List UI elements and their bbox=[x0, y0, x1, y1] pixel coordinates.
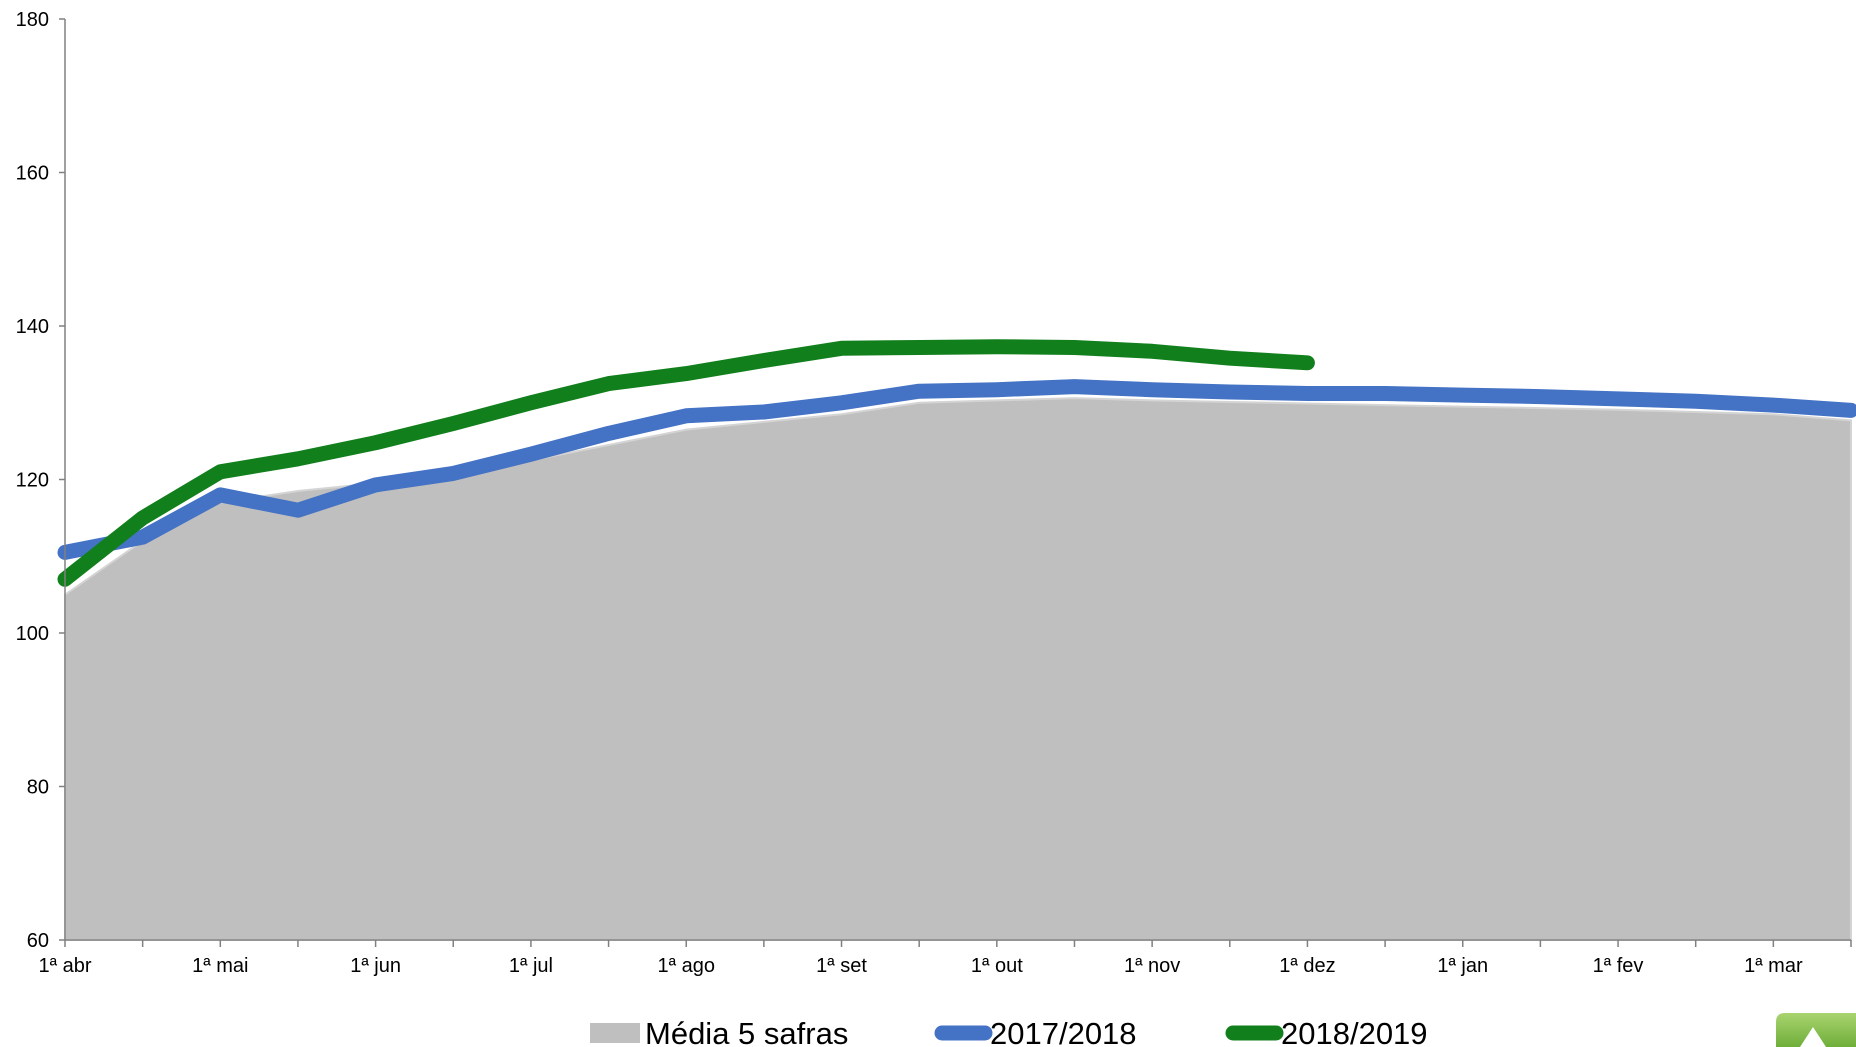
x-tick-label: 1ª nov bbox=[1124, 955, 1180, 977]
x-tick-label: 1ª fev bbox=[1593, 955, 1644, 977]
legend-item-2017-2018: 2017/2018 bbox=[934, 1016, 1137, 1047]
y-tick-label: 120 bbox=[16, 470, 49, 492]
legend-item-media-5-safras: Média 5 safras bbox=[590, 1016, 848, 1047]
data-point bbox=[452, 422, 455, 425]
data-point bbox=[995, 388, 998, 391]
x-tick-label: 1ª set bbox=[816, 955, 867, 977]
x-tick-label: 1ª jun bbox=[350, 955, 401, 977]
x-tick-label: 1ª out bbox=[971, 955, 1023, 977]
data-point bbox=[685, 372, 688, 375]
data-point bbox=[1073, 346, 1076, 349]
x-tick-label: 1ª ago bbox=[657, 955, 714, 977]
legend: Média 5 safras 2017/2018 2018/2019 bbox=[590, 1016, 1428, 1047]
series-area-media-5-safras bbox=[64, 397, 1852, 941]
data-point bbox=[452, 472, 455, 475]
y-tick-label: 140 bbox=[16, 316, 49, 338]
x-tick-label: 1ª jul bbox=[509, 955, 553, 977]
data-point bbox=[297, 509, 299, 512]
data-point bbox=[1073, 385, 1076, 388]
area-layer bbox=[64, 397, 1852, 941]
data-point bbox=[1772, 404, 1775, 407]
data-point bbox=[1461, 394, 1464, 397]
data-point bbox=[529, 401, 532, 404]
x-tick-label: 1ª mai bbox=[192, 955, 248, 977]
data-point bbox=[840, 401, 843, 404]
data-point bbox=[1539, 395, 1542, 398]
data-point bbox=[219, 493, 222, 496]
data-point bbox=[219, 470, 222, 473]
y-tick-label: 160 bbox=[16, 163, 49, 185]
data-point bbox=[685, 414, 688, 417]
data-point bbox=[1228, 391, 1231, 393]
data-point bbox=[141, 536, 144, 539]
legend-swatch bbox=[590, 1023, 640, 1043]
data-point bbox=[607, 432, 610, 435]
data-point bbox=[1151, 350, 1154, 353]
legend-label: Média 5 safras bbox=[645, 1016, 848, 1047]
x-tick-label: 1ª mar bbox=[1744, 955, 1803, 977]
data-point bbox=[840, 347, 843, 350]
series-line-2017-2018 bbox=[57, 379, 1856, 560]
data-point bbox=[918, 390, 921, 393]
data-point bbox=[1850, 409, 1852, 412]
data-point bbox=[607, 382, 610, 385]
data-point bbox=[762, 359, 765, 362]
line-layer bbox=[57, 339, 1856, 587]
data-point bbox=[297, 457, 299, 460]
x-tick-label: 1ª dez bbox=[1279, 955, 1335, 977]
data-point bbox=[141, 516, 144, 519]
data-point bbox=[374, 483, 377, 486]
data-point bbox=[374, 441, 377, 444]
y-tick-label: 100 bbox=[16, 623, 49, 645]
legend-label: 2018/2019 bbox=[1281, 1016, 1428, 1047]
y-tick-label: 60 bbox=[27, 930, 49, 952]
data-point bbox=[1151, 388, 1154, 391]
data-point bbox=[918, 346, 921, 349]
logo-icon bbox=[1776, 1013, 1856, 1047]
data-point bbox=[1306, 392, 1309, 395]
y-tick-label: 80 bbox=[27, 777, 49, 799]
data-point bbox=[995, 345, 998, 348]
x-tick-label: 1ª jan bbox=[1437, 955, 1488, 977]
data-point bbox=[1228, 357, 1231, 360]
data-point bbox=[1617, 397, 1619, 400]
y-tick-label: 180 bbox=[16, 9, 49, 31]
axis-layer: 60 80 100 120 140 160 180 1ª abr 1ª mai 1ª jun 1ª … bbox=[16, 9, 1852, 977]
data-point bbox=[762, 411, 765, 413]
x-tick-label: 1ª abr bbox=[39, 955, 92, 977]
legend-item-2018-2019: 2018/2019 bbox=[1225, 1016, 1428, 1047]
data-point bbox=[1694, 400, 1697, 403]
data-point bbox=[1306, 361, 1309, 364]
data-point bbox=[1384, 392, 1387, 395]
legend-label: 2017/2018 bbox=[990, 1016, 1137, 1047]
data-point bbox=[529, 453, 532, 456]
